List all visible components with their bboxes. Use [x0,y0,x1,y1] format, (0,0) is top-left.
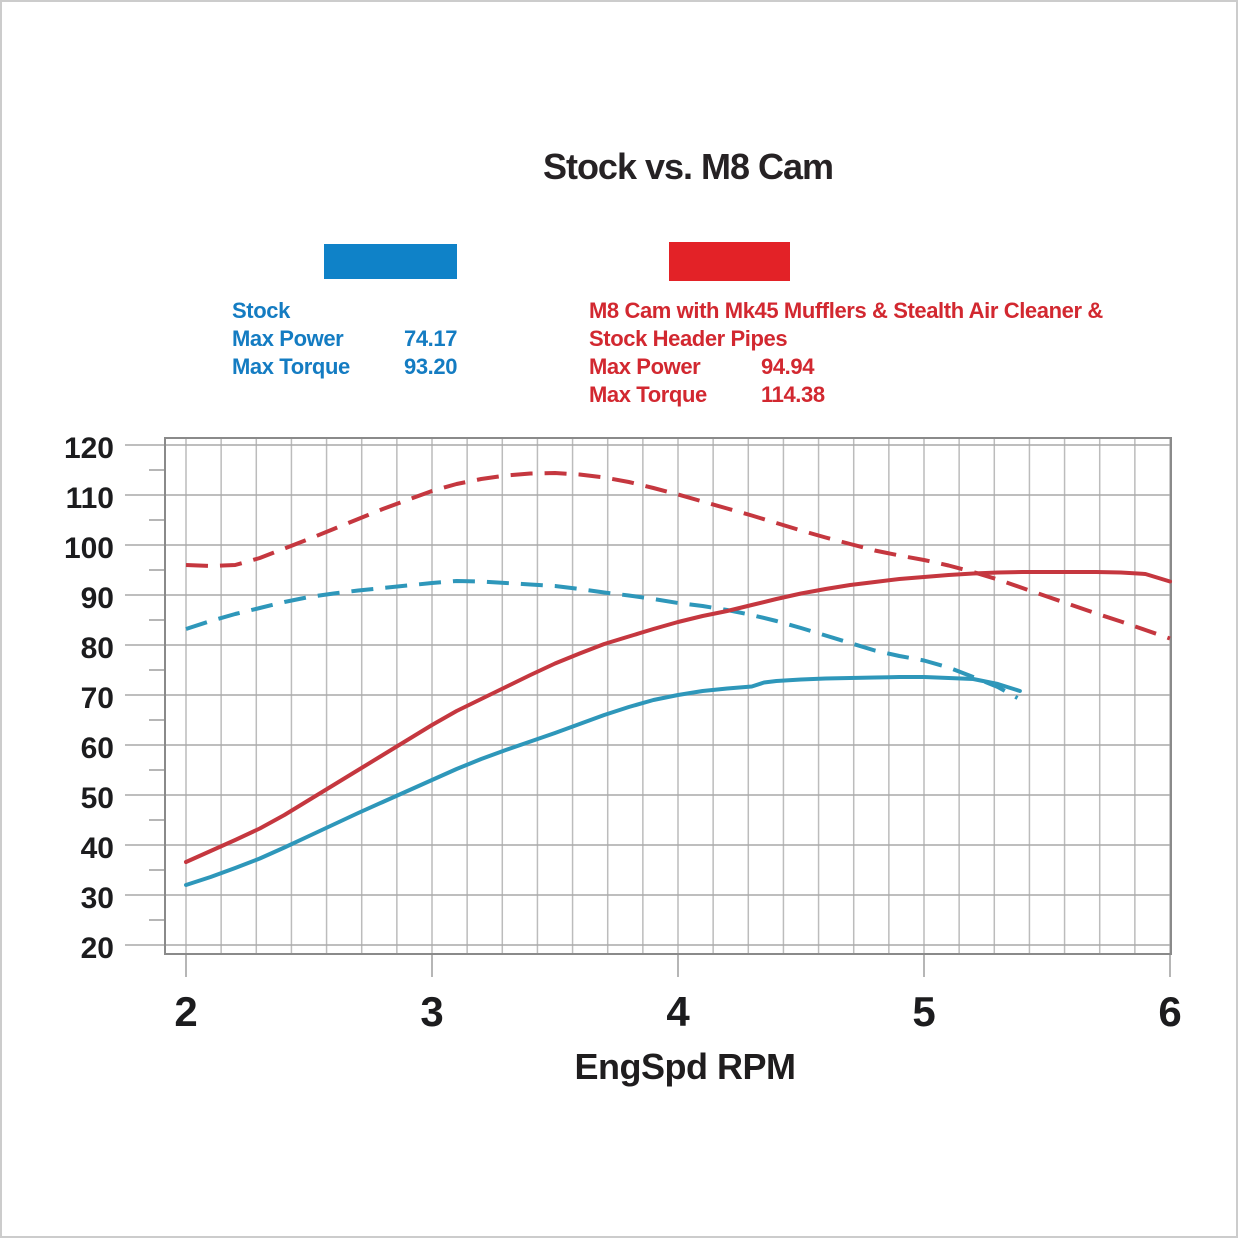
stock-max-power-value: 74.17 [404,326,458,351]
x-tick-label: 5 [912,988,935,1035]
y-tick-label: 90 [81,582,114,615]
m8-max-power-label: Max Power [589,354,701,379]
x-tick-label: 3 [420,988,443,1035]
m8-max-torque-label: Max Torque [589,382,707,407]
m8-max-torque-row: Max Torque 114.38 [589,381,1189,409]
y-tick-labels: 20 30 40 50 60 70 80 90 100 110 120 [64,432,114,965]
stock-max-torque-label: Max Torque [232,354,350,379]
stock-legend-swatch [324,244,457,279]
m8-legend-swatch [669,242,790,281]
m8-max-power-value: 94.94 [761,354,815,379]
x-major-ticks [185,954,1171,977]
stock-max-torque-value: 93.20 [404,354,458,379]
x-tick-label: 6 [1158,988,1181,1035]
stock-max-power-row: Max Power 74.17 [232,325,562,353]
y-tick-label: 70 [81,682,114,715]
x-tick-label: 4 [666,988,690,1035]
y-tick-label: 110 [66,482,114,515]
x-tick-label: 2 [174,988,197,1035]
y-minor-ticks [149,469,165,921]
m8-legend-name-line2: Stock Header Pipes [589,326,788,351]
m8-max-power-row: Max Power 94.94 [589,353,1189,381]
y-tick-label: 50 [81,782,114,815]
x-tick-labels: 2 3 4 5 6 [174,988,1181,1035]
y-tick-label: 30 [81,882,114,915]
y-tick-label: 120 [64,432,114,465]
chart-title: Stock vs. M8 Cam [542,146,834,187]
horizontal-gridlines [125,444,1171,946]
series-m8-cam-power [184,570,1172,864]
m8-max-torque-value: 114.38 [761,382,825,407]
y-tick-label: 40 [81,832,114,865]
stock-max-power-label: Max Power [232,326,344,351]
stock-legend-name: Stock [232,298,290,323]
y-tick-label: 100 [64,532,114,565]
series-stock-torque [185,579,1019,700]
x-axis-title: EngSpd RPM [574,1046,796,1087]
series-m8-cam-torque [185,471,1171,641]
y-tick-label: 20 [81,932,114,965]
y-tick-label: 60 [81,732,114,765]
m8-legend-name-line1: M8 Cam with Mk45 Mufflers & Stealth Air … [589,298,1103,323]
stock-max-torque-row: Max Torque 93.20 [232,353,562,381]
y-tick-label: 80 [81,632,114,665]
stock-legend: Stock Max Power 74.17 Max Torque 93.20 [232,297,562,381]
m8-legend: M8 Cam with Mk45 Mufflers & Stealth Air … [589,297,1189,409]
plot-frame [164,437,1172,955]
series-stock-power [184,675,1022,887]
